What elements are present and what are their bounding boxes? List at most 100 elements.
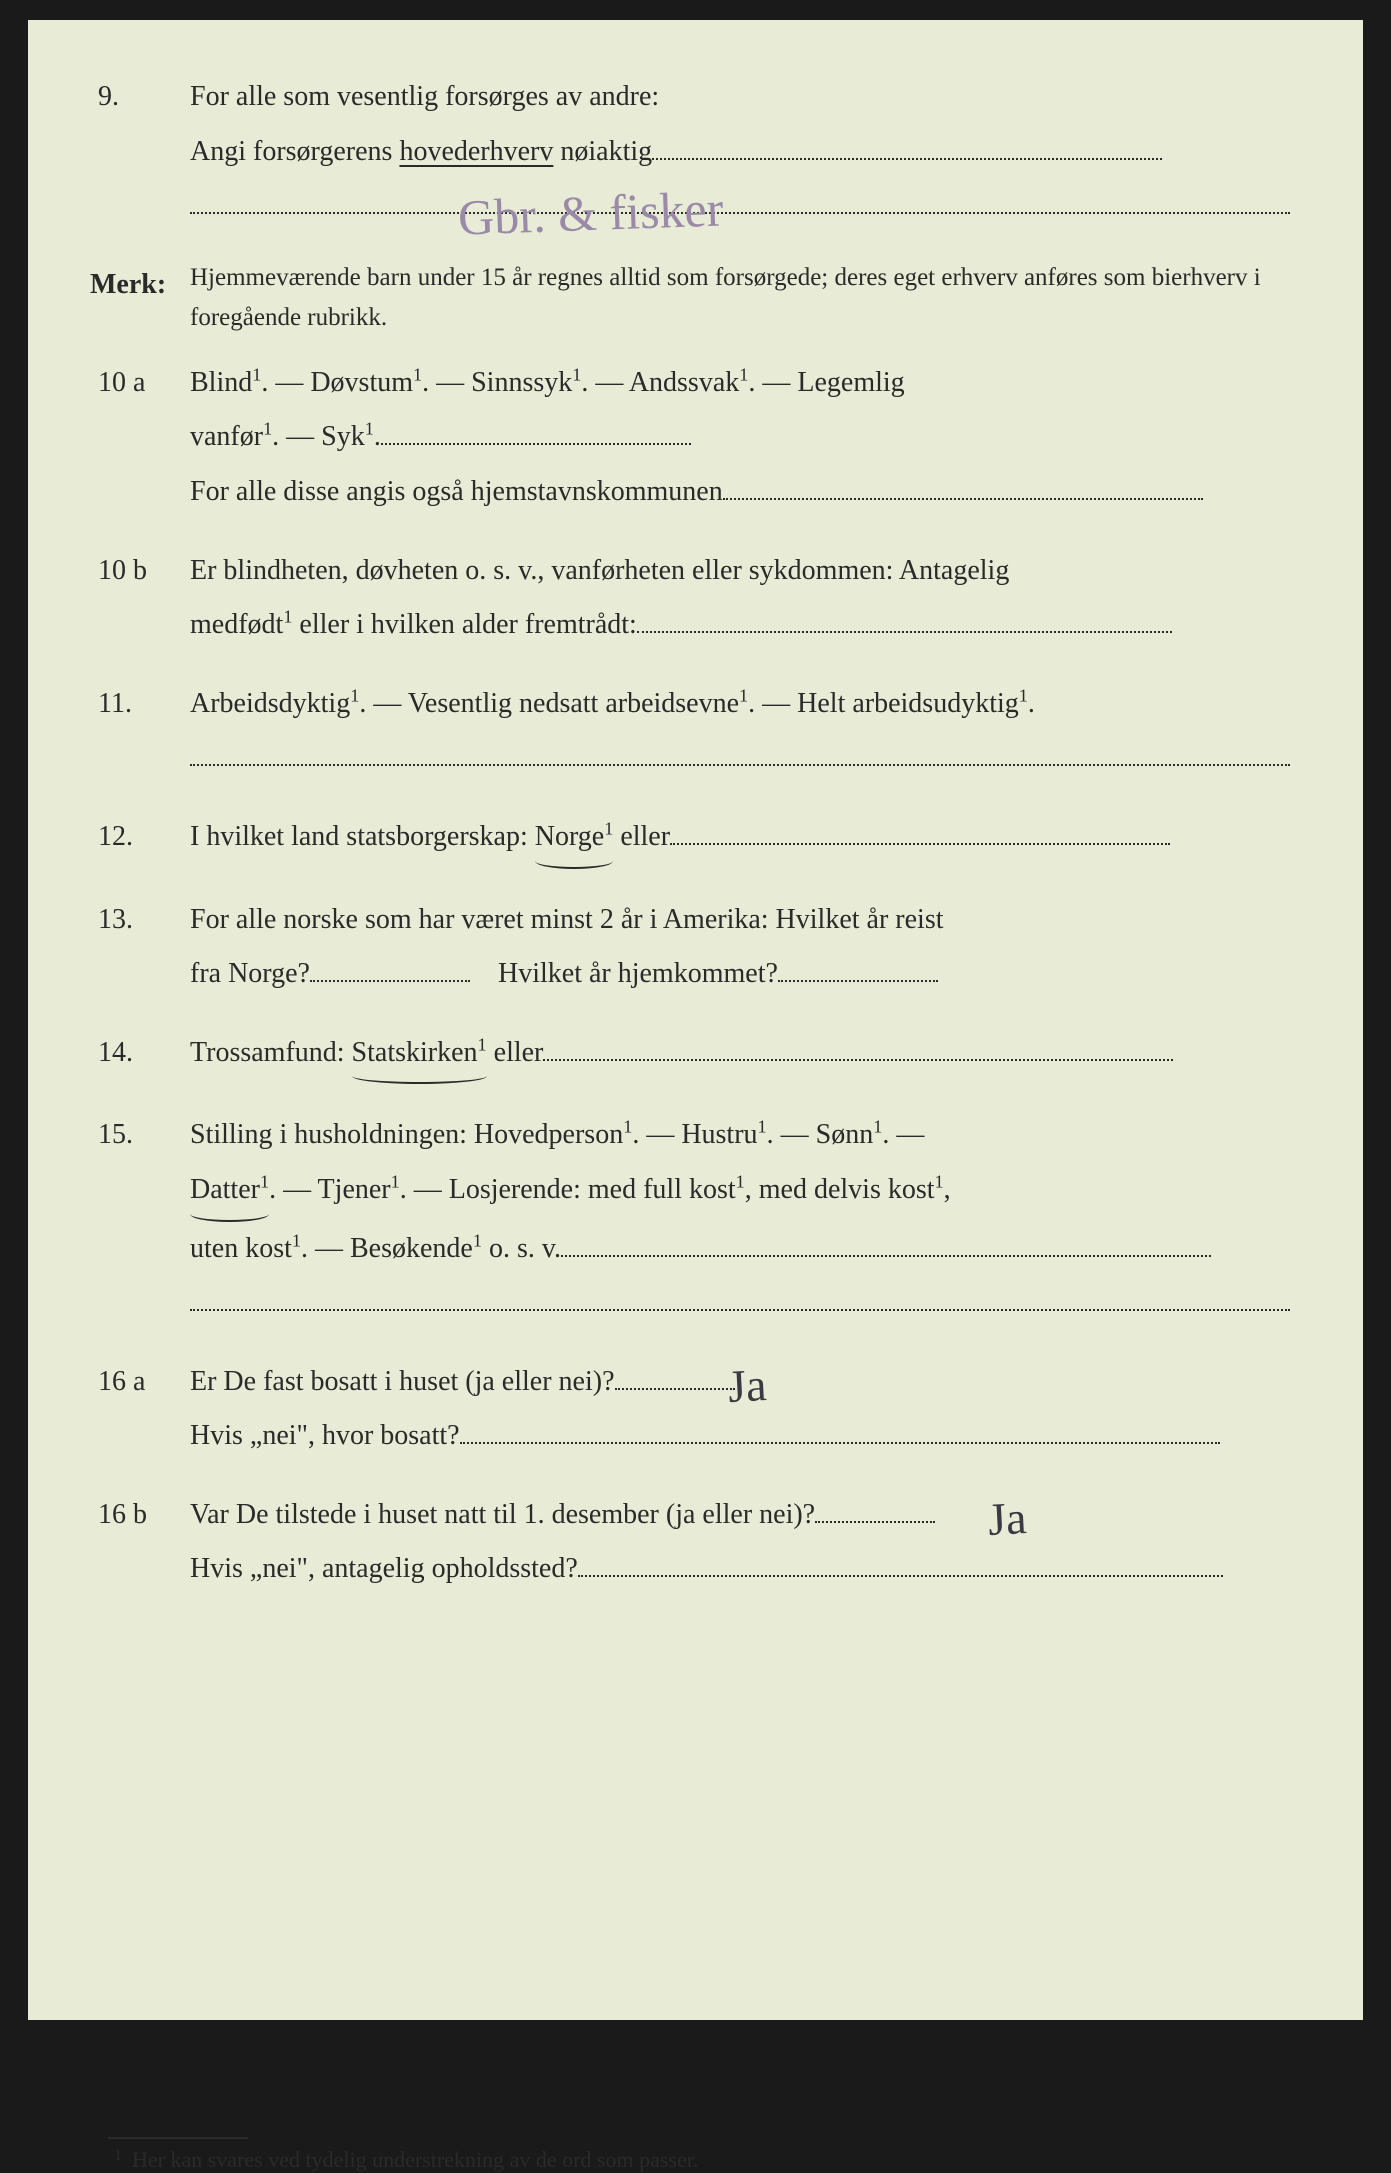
q11-c: . — Helt arbeidsudyktig — [748, 688, 1019, 719]
sup: 1 — [478, 1034, 487, 1054]
q13-l2a: fra Norge? — [190, 958, 310, 989]
q10a-legemlig: . — Legemlig — [748, 367, 904, 398]
q14-body: Trossamfund: Statskirken1 eller — [190, 1026, 1303, 1085]
q16b-fill-2[interactable] — [578, 1548, 1223, 1577]
q9-fill-1[interactable] — [652, 130, 1162, 159]
q12-b: Norge — [535, 821, 604, 852]
q11-body: Arbeidsdyktig 1 . — Vesentlig nedsatt arbe… — [190, 677, 1303, 786]
q10a-vanfor: vanfør — [190, 421, 263, 452]
q9-fill-2[interactable] — [190, 185, 1290, 214]
q13-line1: For alle norske som har været minst 2 år… — [190, 893, 1303, 948]
q15-fill-2[interactable] — [190, 1282, 1290, 1311]
q15-l2b: . — Tjener — [269, 1174, 391, 1205]
q10b-body: Er blindheten, døvheten o. s. v., vanfør… — [190, 544, 1303, 653]
q12-fill[interactable] — [670, 816, 1170, 845]
q9-line2: Angi forsørgerens hovederhverv nøiaktig — [190, 125, 1303, 180]
footnote: 1Her kan svares ved tydelig understrekni… — [114, 2147, 1303, 2173]
q16a-number: 16 a — [98, 1355, 178, 1410]
question-10b: 10 b Er blindheten, døvheten o. s. v., v… — [98, 544, 1303, 653]
q10a-number: 10 a — [98, 356, 178, 411]
q14-c: eller — [487, 1037, 544, 1068]
q11-a: Arbeidsdyktig — [190, 688, 350, 719]
q16a-fill-2[interactable] — [460, 1415, 1220, 1444]
q16a-fill-1[interactable] — [615, 1360, 735, 1389]
question-15: 15. Stilling i husholdningen: Hovedperso… — [98, 1108, 1303, 1330]
question-11: 11. Arbeidsdyktig1. — Vesentlig nedsatt … — [98, 677, 1303, 786]
q12-number: 12. — [98, 810, 178, 865]
q11-fill[interactable] — [190, 737, 1290, 766]
sup: 1 — [739, 364, 748, 384]
q13-fill-2[interactable] — [778, 953, 938, 982]
q9-l2a: Angi forsørgerens — [190, 136, 399, 167]
merk-label: Merk: — [90, 258, 166, 313]
q15-line1: Stilling i husholdningen: Hovedperson1. … — [190, 1108, 1303, 1163]
question-10a: 10 a Blind1. — Døvstum1. — Sinnssyk1. — … — [98, 356, 1303, 520]
sup: 1 — [758, 1117, 767, 1137]
q16a-body: Er De fast bosatt i huset (ja eller nei)… — [190, 1355, 1303, 1464]
q15-l3b: . — Besøkende — [301, 1233, 473, 1264]
question-13: 13. For alle norske som har været minst … — [98, 893, 1303, 1002]
q13-body: For alle norske som har været minst 2 år… — [190, 893, 1303, 1002]
sup: 1 — [604, 819, 613, 839]
q10a-fill-2[interactable] — [723, 471, 1203, 500]
question-9: 9. For alle som vesentlig forsørges av a… — [98, 70, 1303, 234]
footnote-rule — [108, 2137, 248, 2139]
q15-l3c: o. s. v. — [482, 1233, 561, 1264]
q16b-l1: Var De tilstede i huset natt til 1. dese… — [190, 1499, 815, 1530]
q16a-line1: Er De fast bosatt i huset (ja eller nei)… — [190, 1355, 1303, 1410]
q16b-line1: Var De tilstede i huset natt til 1. dese… — [190, 1488, 1303, 1543]
q10b-number: 10 b — [98, 544, 178, 599]
q16b-line2: Hvis „nei", antagelig opholdssted? — [190, 1542, 1303, 1597]
q13-l2b: Hvilket år hjemkommet? — [498, 958, 778, 989]
q10a-fill-1[interactable] — [381, 416, 691, 445]
q10a-body: Blind1. — Døvstum1. — Sinnssyk1. — Andss… — [190, 356, 1303, 520]
q13-fill-1[interactable] — [310, 953, 470, 982]
q9-l2b: hovederhverv — [399, 136, 553, 167]
q16a-l2: Hvis „nei", hvor bosatt? — [190, 1420, 460, 1451]
q10b-medfodt: medfødt — [190, 609, 283, 640]
q10a-syk: . — Syk — [272, 421, 365, 452]
q16b-fill-1[interactable] — [815, 1493, 935, 1522]
q15-number: 15. — [98, 1108, 178, 1163]
q13-line2: fra Norge? Hvilket år hjemkommet? — [190, 947, 1303, 1002]
question-16b: 16 b Var De tilstede i huset natt til 1.… — [98, 1488, 1303, 1597]
q9-line1: For alle som vesentlig forsørges av andr… — [190, 70, 1303, 125]
q10a-andssvak: . — Andssvak — [581, 367, 739, 398]
q14-number: 14. — [98, 1026, 178, 1081]
q15-l2c: . — Losjerende: med full kost — [400, 1174, 736, 1205]
q10b-fill[interactable] — [637, 604, 1172, 633]
q10a-hjemstavn: For alle disse angis også hjemstavnskomm… — [190, 476, 723, 507]
q15-line4 — [190, 1276, 1303, 1331]
q9-l2c: nøiaktig — [553, 136, 652, 167]
q15-l1d: . — — [882, 1119, 924, 1150]
q9-number: 9. — [98, 70, 178, 125]
q15-l2a: Datter — [190, 1174, 260, 1205]
q16b-l2: Hvis „nei", antagelig opholdssted? — [190, 1553, 578, 1584]
sup: 1 — [1019, 685, 1028, 705]
sup: 1 — [260, 1172, 269, 1192]
sup: 1 — [873, 1117, 882, 1137]
q12-c: eller — [613, 821, 670, 852]
q15-fill-1[interactable] — [561, 1227, 1211, 1256]
q10b-line1: Er blindheten, døvheten o. s. v., vanfør… — [190, 544, 1303, 599]
q14-a: Trossamfund: — [190, 1037, 352, 1068]
q15-datter: Datter1 — [190, 1163, 269, 1222]
q15-body: Stilling i husholdningen: Hovedperson1. … — [190, 1108, 1303, 1330]
q11-line2 — [190, 731, 1303, 786]
q11-line1: Arbeidsdyktig 1 . — Vesentlig nedsatt arbe… — [190, 677, 1303, 732]
sup: 1 — [572, 364, 581, 384]
q15-l3a: uten kost — [190, 1233, 292, 1264]
sup: 1 — [252, 364, 261, 384]
q13-number: 13. — [98, 893, 178, 948]
q10a-sinnssyk: . — Sinnssyk — [422, 367, 572, 398]
sup: 1 — [391, 1172, 400, 1192]
q16a-line2: Hvis „nei", hvor bosatt? — [190, 1409, 1303, 1464]
q15-l1a: Stilling i husholdningen: Hovedperson — [190, 1119, 623, 1150]
q14-fill[interactable] — [543, 1031, 1173, 1060]
q10a-dovstum: . — Døvstum — [261, 367, 413, 398]
question-12: 12. I hvilket land statsborgerskap: Norg… — [98, 810, 1303, 869]
sup: 1 — [413, 364, 422, 384]
q15-l2d: , med delvis kost — [745, 1174, 935, 1205]
q10a-line1: Blind1. — Døvstum1. — Sinnssyk1. — Andss… — [190, 356, 1303, 411]
q11-b: . — Vesentlig nedsatt arbeidsevne — [359, 688, 739, 719]
